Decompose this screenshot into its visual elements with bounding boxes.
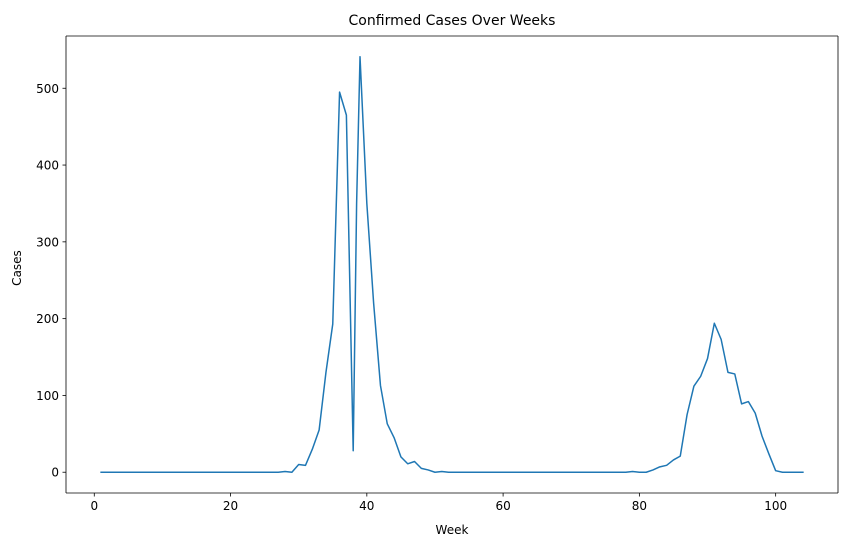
plot-area: 0 20 40 60 80 100 0 100 200 300 400 500: [36, 35, 839, 513]
x-tick-label: 80: [632, 499, 647, 513]
x-tick-label: 40: [359, 499, 374, 513]
y-axis-title: Cases: [10, 250, 24, 286]
y-tick-label: 200: [36, 312, 59, 326]
x-axis-title: Week: [436, 523, 469, 537]
x-tick-label: 20: [223, 499, 238, 513]
series-line-0: [100, 56, 804, 473]
y-tick-label: 300: [36, 235, 59, 249]
chart-title: Confirmed Cases Over Weeks: [349, 13, 556, 29]
y-tick-label: 0: [51, 466, 59, 480]
y-tick-label: 400: [36, 159, 59, 173]
x-tick-label: 100: [764, 499, 787, 513]
y-tick-label: 500: [36, 82, 59, 96]
x-tick-label: 0: [90, 499, 98, 513]
y-tick-label: 100: [36, 389, 59, 403]
x-tick-label: 60: [495, 499, 510, 513]
